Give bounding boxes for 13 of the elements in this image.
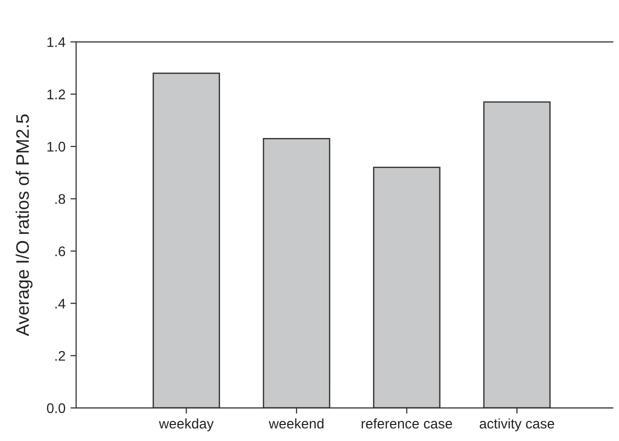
- y-tick-label: 1.4: [47, 37, 66, 47]
- y-tick-label: 0.0: [46, 403, 66, 414]
- y-tick-label: 1.2: [47, 90, 66, 100]
- x-tick-label: reference case: [362, 418, 452, 429]
- y-tick-label: 1.0: [47, 142, 66, 152]
- y-tick-label: .6: [55, 246, 66, 256]
- y-tick-label: .2: [55, 350, 66, 361]
- x-tick-label: weekday: [158, 418, 214, 432]
- x-tick-label: activity case: [480, 418, 554, 432]
- x-tick-label: weekend: [268, 418, 324, 429]
- y-tick-label: .4: [55, 298, 66, 308]
- y-tick-label: .8: [55, 194, 66, 204]
- y-axis-title: Average I/O ratios of PM2.5: [16, 114, 33, 336]
